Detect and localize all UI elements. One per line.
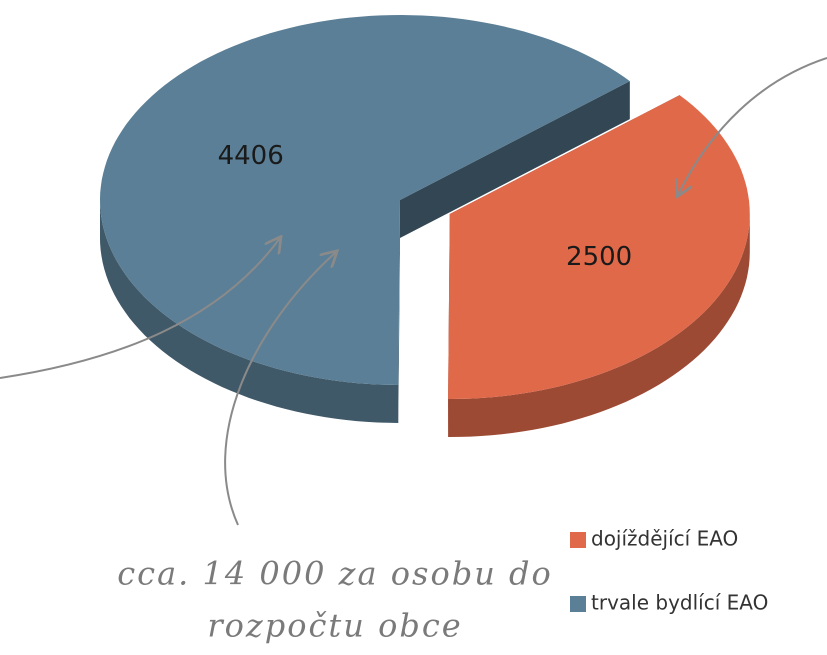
annotation: cca. 14 000 za osobu do	[117, 555, 552, 593]
legend-label: dojíždějící EAO	[591, 527, 738, 551]
legend-label: trvale bydlící EAO	[591, 591, 768, 615]
slice-side	[398, 200, 400, 423]
annotation: rozpočtu obce	[207, 607, 462, 645]
slice-side	[100, 200, 399, 423]
slice	[448, 95, 750, 399]
slice-side	[400, 81, 630, 238]
data-label: 2500	[566, 242, 632, 272]
annotation-arrow	[678, 57, 827, 195]
legend-swatch	[570, 596, 586, 612]
data-label: 4406	[218, 141, 284, 171]
pie	[100, 15, 750, 438]
legend-swatch	[570, 532, 586, 548]
annotation-arrow	[0, 238, 280, 379]
slice	[100, 15, 630, 385]
annotation-arrow	[224, 252, 336, 526]
slice-side	[448, 214, 750, 437]
